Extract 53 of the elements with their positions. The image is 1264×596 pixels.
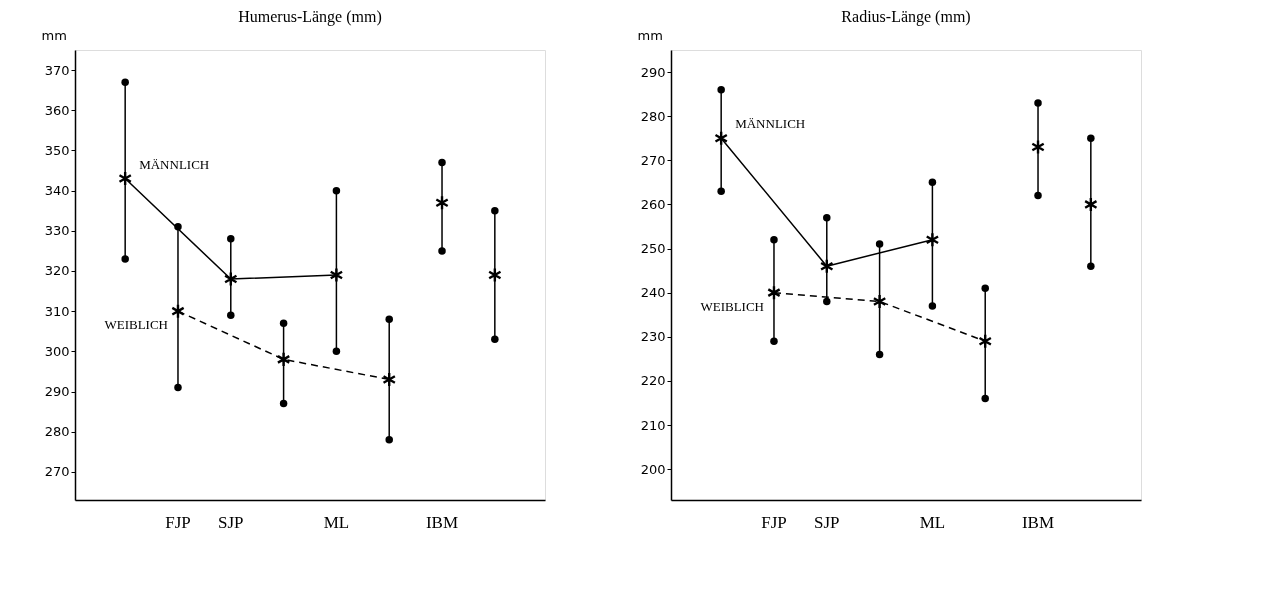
x-tick-label: SJP	[814, 512, 840, 532]
y-tick-label: 200	[640, 461, 666, 477]
x-tick-label: FJP	[761, 512, 787, 532]
y-axis-title: mm	[637, 27, 663, 43]
y-tick-label: 260	[640, 196, 666, 212]
y-tick-label: 320	[44, 263, 70, 279]
y-tick-label: 270	[44, 464, 70, 480]
point	[714, 130, 729, 146]
series-label: MÄNNLICH	[735, 116, 806, 132]
y-tick-label: 330	[44, 223, 70, 239]
x-tick-label: IBM	[1021, 512, 1055, 532]
y-tick-label: 250	[640, 241, 666, 257]
point	[925, 231, 940, 248]
x-tick-label: FJP	[165, 512, 191, 532]
y-tick-label: 340	[44, 183, 70, 199]
point	[819, 258, 834, 274]
x-tick-label: IBM	[425, 512, 459, 532]
point	[1083, 196, 1098, 213]
y-tick-label: 350	[44, 142, 70, 158]
series-label: WEIBLICH	[104, 317, 168, 333]
y-tick-label: 300	[44, 343, 70, 359]
point	[435, 194, 449, 211]
x-tick-label: ML	[919, 512, 946, 532]
y-tick-label: 360	[44, 102, 70, 118]
point	[872, 293, 887, 310]
y-axis-title: mm	[41, 27, 67, 43]
y-tick-label: 370	[44, 62, 70, 78]
y-tick-label: 230	[640, 329, 666, 345]
y-tick-label: 310	[44, 303, 70, 319]
chart-title: Humerus-Länge (mm)	[238, 8, 382, 26]
point	[223, 271, 238, 287]
series-label: WEIBLICH	[700, 298, 764, 314]
y-tick-label: 240	[640, 285, 666, 301]
point	[487, 267, 502, 283]
x-tick-label: ML	[323, 512, 350, 532]
y-tick-label: 280	[640, 108, 666, 124]
y-tick-label: 280	[44, 424, 70, 440]
point	[1031, 139, 1045, 155]
point	[978, 333, 993, 349]
point	[276, 351, 291, 368]
x-tick-label: SJP	[218, 512, 244, 532]
chart-title: Radius-Länge (mm)	[841, 8, 971, 26]
y-tick-label: 220	[640, 373, 666, 389]
series-label: MÄNNLICH	[139, 156, 210, 172]
y-tick-label: 270	[640, 152, 666, 168]
point	[329, 267, 344, 283]
point	[118, 170, 133, 187]
point	[171, 303, 185, 319]
y-tick-label: 210	[640, 417, 666, 433]
y-tick-label: 290	[44, 384, 70, 400]
point	[382, 371, 397, 388]
point	[767, 284, 781, 301]
y-tick-label: 290	[640, 64, 666, 80]
